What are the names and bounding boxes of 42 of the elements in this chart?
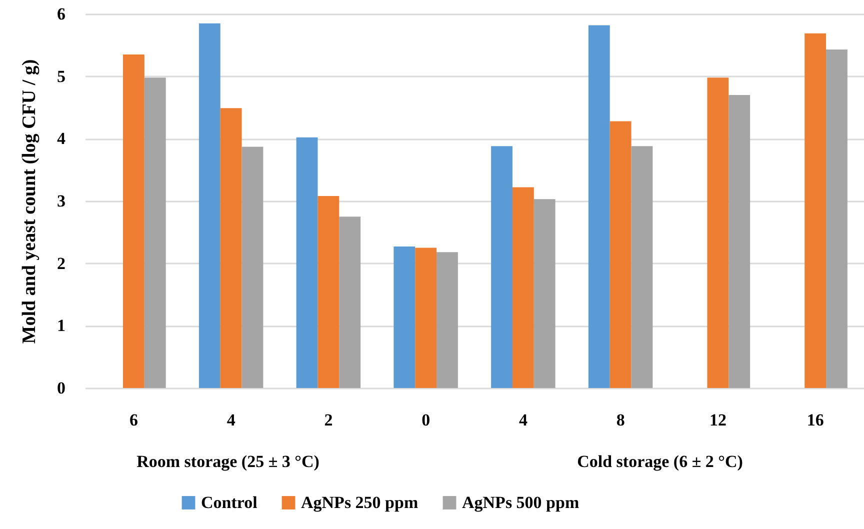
bar bbox=[707, 78, 729, 388]
bar bbox=[826, 50, 848, 388]
y-tick-label: 5 bbox=[57, 66, 66, 86]
bar bbox=[198, 23, 220, 388]
x-tick-label: 16 bbox=[806, 410, 824, 430]
x-tick-label: 0 bbox=[422, 410, 430, 430]
y-tick-label: 2 bbox=[57, 254, 66, 273]
y-axis-title: Mold and yeast count (log CFU / g) bbox=[19, 59, 40, 344]
legend-label: AgNPs 500 ppm bbox=[462, 492, 580, 512]
y-tick-label: 6 bbox=[57, 4, 66, 24]
x-tick-label: 4 bbox=[226, 410, 236, 430]
legend-label: Control bbox=[201, 492, 258, 512]
y-tick-label: 4 bbox=[57, 129, 66, 148]
bar bbox=[415, 248, 437, 388]
text: Cold storage (6 ± 2 °C) bbox=[577, 452, 743, 472]
bar bbox=[242, 146, 264, 388]
y-tick-label: 3 bbox=[57, 192, 66, 210]
bar bbox=[318, 196, 340, 388]
x-tick-label: 8 bbox=[616, 410, 625, 430]
bar bbox=[512, 187, 534, 388]
bar bbox=[804, 33, 826, 388]
bar bbox=[631, 146, 653, 388]
x-tick-label: 4 bbox=[518, 410, 528, 430]
y-tick-label: 0 bbox=[57, 378, 66, 398]
bar bbox=[728, 95, 750, 388]
x-tick-label: 12 bbox=[709, 410, 726, 430]
x-tick-label: 6 bbox=[129, 410, 138, 430]
bar bbox=[220, 108, 242, 388]
bar bbox=[588, 25, 610, 388]
bar bbox=[394, 246, 416, 388]
bar bbox=[436, 252, 458, 388]
bar bbox=[122, 54, 144, 388]
x-tick-label: 2 bbox=[324, 410, 333, 430]
bar bbox=[339, 216, 361, 388]
bar bbox=[534, 199, 556, 388]
bar bbox=[610, 121, 632, 388]
y-tick-label: 1 bbox=[57, 316, 66, 336]
legend-label: AgNPs 250 ppm bbox=[301, 492, 418, 512]
bar bbox=[296, 137, 318, 388]
text: Room storage (25 ± 3 °C) bbox=[136, 452, 320, 472]
bar bbox=[144, 78, 166, 388]
bar bbox=[491, 146, 512, 388]
